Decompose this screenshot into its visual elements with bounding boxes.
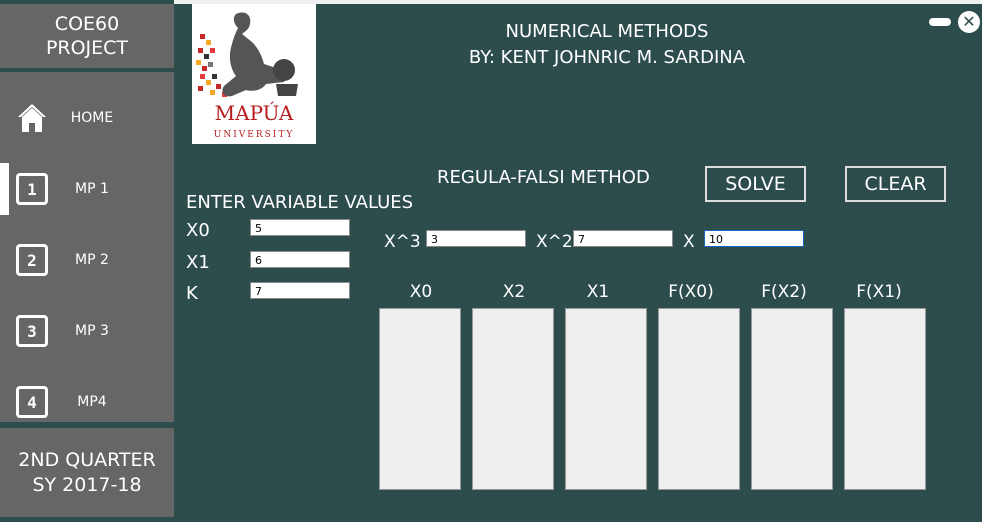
- logo-subtext: UNIVERSITY: [214, 130, 295, 140]
- sidebar-item-label: HOME: [70, 110, 114, 126]
- number-4-icon: 4: [16, 386, 48, 418]
- sidebar-item-mp2[interactable]: 2 MP 2: [0, 234, 174, 286]
- sidebar-title: COE60 PROJECT: [0, 4, 174, 68]
- minimize-button[interactable]: [929, 18, 951, 26]
- x-label: X: [683, 232, 695, 252]
- number-2-icon: 2: [16, 244, 48, 276]
- sidebar-item-mp4[interactable]: 4 MP4: [0, 376, 174, 428]
- x0-input[interactable]: 5: [250, 219, 350, 236]
- sidebar-item-label: MP4: [77, 394, 107, 410]
- sidebar-title-line1: COE60: [54, 13, 120, 35]
- footer-line1: 2ND QUARTER: [18, 448, 156, 471]
- results-x1-list[interactable]: [565, 308, 647, 490]
- column-header-fx1: F(X1): [856, 282, 902, 302]
- x0-label: X0: [186, 220, 210, 241]
- column-header-x2: X2: [502, 282, 526, 302]
- sidebar-item-mp3[interactable]: 3 MP 3: [0, 305, 174, 357]
- mapua-logo: MAPÚA UNIVERSITY: [192, 4, 316, 144]
- results-x0-list[interactable]: [379, 308, 461, 490]
- method-title: REGULA-FALSI METHOD: [437, 167, 650, 188]
- column-header-x0: X0: [409, 282, 433, 302]
- clear-button[interactable]: CLEAR: [845, 166, 946, 202]
- solve-button[interactable]: SOLVE: [705, 166, 806, 202]
- results-fx1-list[interactable]: [844, 308, 926, 490]
- sidebar: COE60 PROJECT HOME 1 MP 1 2 MP 2 3 MP 3: [0, 0, 174, 522]
- sidebar-title-line2: PROJECT: [45, 37, 129, 59]
- x3-input[interactable]: 3: [426, 230, 526, 247]
- sidebar-item-mp1[interactable]: 1 MP 1: [0, 163, 174, 215]
- sidebar-item-home[interactable]: HOME: [0, 92, 174, 144]
- column-header-x1: X1: [586, 282, 610, 302]
- k-label: K: [186, 283, 198, 304]
- sidebar-item-label: MP 2: [75, 252, 109, 268]
- results-fx0-list[interactable]: [658, 308, 740, 490]
- close-icon: ✕: [962, 12, 976, 31]
- number-3-icon: 3: [16, 315, 48, 347]
- results-fx2-list[interactable]: [751, 308, 833, 490]
- column-header-fx2: F(X2): [761, 282, 807, 302]
- x1-label: X1: [186, 252, 210, 273]
- sidebar-nav: HOME 1 MP 1 2 MP 2 3 MP 3 4 MP4: [0, 72, 174, 422]
- column-header-fx0: F(X0): [668, 282, 714, 302]
- footer-line2: SY 2017-18: [32, 473, 142, 496]
- top-strip: [174, 0, 982, 4]
- number-1-icon: 1: [16, 173, 48, 205]
- sidebar-item-label: MP 3: [75, 323, 109, 339]
- x3-label: X^3: [384, 232, 421, 252]
- sidebar-footer: 2ND QUARTER SY 2017-18: [0, 428, 174, 517]
- logo-wordmark: MAPÚA: [215, 100, 294, 125]
- x2-label: X^2: [536, 232, 573, 252]
- variables-heading: ENTER VARIABLE VALUES: [186, 192, 414, 213]
- x2-input[interactable]: 7: [573, 230, 673, 247]
- active-indicator: [0, 163, 9, 215]
- k-input[interactable]: 7: [250, 282, 350, 299]
- x1-input[interactable]: 6: [250, 251, 350, 268]
- sidebar-item-label: MP 1: [75, 181, 109, 197]
- results-x2-list[interactable]: [472, 308, 554, 490]
- close-button[interactable]: ✕: [958, 11, 980, 33]
- x-input[interactable]: 10: [704, 230, 804, 247]
- app-title: NUMERICAL METHODS: [505, 21, 709, 42]
- home-icon: [16, 102, 48, 134]
- author-line: BY: KENT JOHNRIC M. SARDINA: [468, 47, 746, 68]
